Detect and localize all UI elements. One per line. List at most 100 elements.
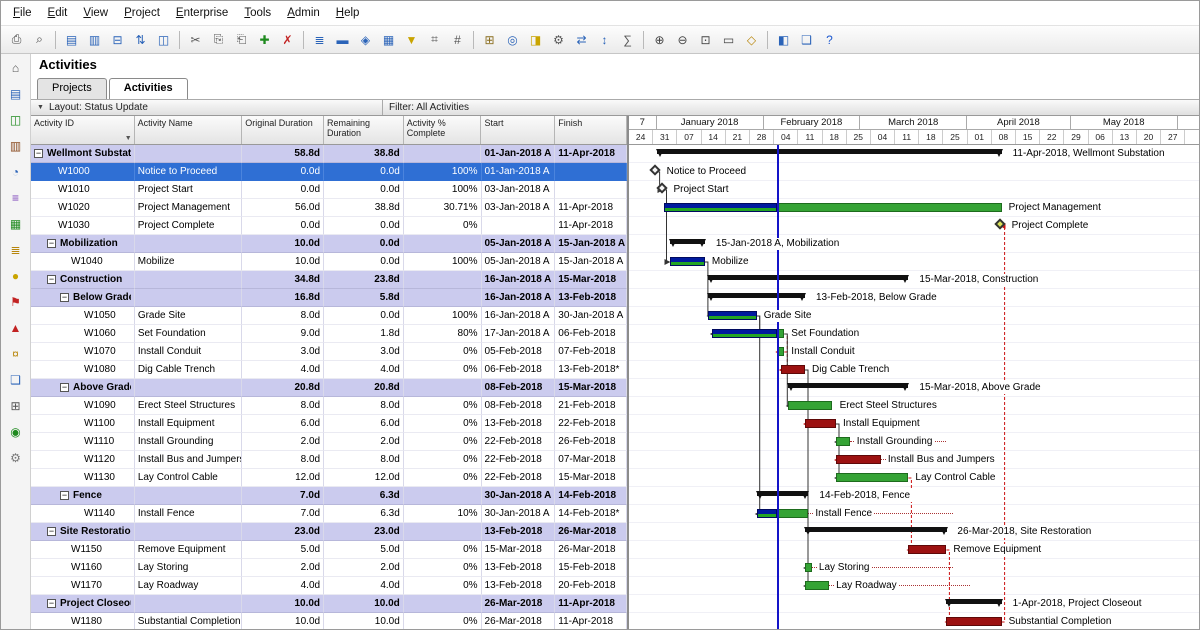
timescale-month[interactable]: May 2018 [1071, 116, 1178, 129]
timescale-week[interactable]: 21 [726, 130, 750, 144]
menu-edit[interactable]: Edit [47, 7, 68, 19]
menu-project[interactable]: Project [124, 7, 160, 19]
table-view-icon[interactable]: ▦ [382, 32, 395, 47]
resources-icon[interactable]: ◫ [9, 113, 22, 127]
gantt-task-bar[interactable] [805, 563, 812, 572]
diamond-icon[interactable]: ◇ [746, 32, 757, 47]
gantt-row[interactable] [629, 505, 1199, 523]
table-row[interactable]: W1120 Install Bus and Jumpers 8.0d 8.0d 0% 22… [31, 451, 627, 469]
earned-value-icon[interactable]: ∑ [623, 32, 632, 47]
gantt-row[interactable] [629, 199, 1199, 217]
cut-icon[interactable]: ✂ [190, 32, 201, 47]
menu-enterprise[interactable]: Enterprise [175, 7, 229, 19]
gantt-row[interactable] [629, 343, 1199, 361]
collapse-icon[interactable]: − [60, 292, 69, 302]
column-header-start[interactable]: Start [481, 116, 556, 144]
gantt-task-bar[interactable] [908, 545, 947, 554]
gantt-task-bar[interactable] [946, 617, 1002, 626]
group-row[interactable]: − Below Grade 16.8d 5.8d 16-Jan-2018 A 13-Feb… [31, 289, 627, 307]
activities-icon[interactable]: ▦ [9, 217, 22, 231]
filter-icon[interactable]: ▼ [405, 32, 418, 47]
timescale-week[interactable]: 11 [798, 130, 823, 144]
gantt-row[interactable] [629, 577, 1199, 595]
gantt-row[interactable] [629, 397, 1199, 415]
reports-icon[interactable]: ▥ [9, 139, 22, 153]
menu-help[interactable]: Help [335, 7, 360, 19]
timescale-month[interactable]: 7 [629, 116, 657, 129]
gantt-row[interactable] [629, 163, 1199, 181]
assignments-icon[interactable]: ≣ [10, 243, 21, 257]
table-row[interactable]: W1030 Project Complete 0.0d 0.0d 0% 11-Apr-20… [31, 217, 627, 235]
table-row[interactable]: W1020 Project Management 56.0d 38.8d 30.71% 0… [31, 199, 627, 217]
number-format-icon[interactable]: # [454, 32, 461, 47]
timescale-week[interactable]: 22 [1040, 130, 1065, 144]
timescale-month[interactable]: February 2018 [764, 116, 861, 129]
settings-icon[interactable]: ⚙ [10, 451, 21, 465]
calendar-icon[interactable]: ⊞ [484, 32, 495, 47]
table-row[interactable]: W1140 Install Fence 7.0d 6.3d 10% 30-Jan-2018… [31, 505, 627, 523]
collapse-icon[interactable]: − [47, 238, 56, 248]
table-row[interactable]: W1160 Lay Storing 2.0d 2.0d 0% 13-Feb-2018 15-… [31, 559, 627, 577]
table-row[interactable]: W1090 Erect Steel Structures 8.0d 8.0d 0% 08-… [31, 397, 627, 415]
timescale-week[interactable]: 28 [750, 130, 775, 144]
collapse-icon[interactable]: − [60, 490, 69, 500]
filter-selector[interactable]: Filter: All Activities [383, 100, 1199, 115]
gantt-summary-bar[interactable] [669, 239, 706, 248]
gantt-task-bar[interactable] [663, 203, 1002, 212]
table-row[interactable]: W1110 Install Grounding 2.0d 2.0d 0% 22-Feb-2… [31, 433, 627, 451]
gantt-row[interactable] [629, 325, 1199, 343]
paste-icon[interactable]: ⎗ [236, 32, 247, 46]
timescale-week[interactable]: 07 [677, 130, 702, 144]
sort-icon[interactable]: ⇅ [135, 32, 146, 47]
gantt-row[interactable] [629, 271, 1199, 289]
timescale-icon[interactable]: ⌗ [431, 32, 438, 46]
gantt-task-bar[interactable] [787, 401, 833, 410]
zoom-fit-icon[interactable]: ⊡ [700, 32, 711, 47]
timescale-week[interactable]: 08 [992, 130, 1016, 144]
collapse-icon[interactable]: − [60, 382, 69, 392]
monitor-icon[interactable]: ▭ [722, 32, 735, 47]
table-row[interactable]: W1150 Remove Equipment 5.0d 5.0d 0% 15-Mar-20… [31, 541, 627, 559]
timescale-months[interactable]: 7 January 2018 February 2018 March 2018 Apri… [629, 116, 1199, 130]
gantt-summary-bar[interactable] [707, 275, 910, 284]
gantt-task-bar[interactable] [670, 257, 705, 266]
tracking-icon[interactable]: ◔ [11, 165, 20, 179]
table-row[interactable]: W1010 Project Start 0.0d 0.0d 100% 03-Jan-201… [31, 181, 627, 199]
risks-icon[interactable]: ▲ [9, 321, 22, 335]
table-row[interactable]: W1060 Set Foundation 9.0d 1.8d 80% 17-Jan-201… [31, 325, 627, 343]
timescale-week[interactable]: 04 [871, 130, 896, 144]
layout-selector[interactable]: ▼ Layout: Status Update [31, 100, 383, 115]
table-row[interactable]: W1080 Dig Cable Trench 4.0d 4.0d 0% 06-Feb-20… [31, 361, 627, 379]
collapse-icon[interactable]: − [47, 598, 56, 608]
issues-icon[interactable]: ● [11, 269, 20, 283]
link-icon[interactable]: ⇄ [576, 32, 587, 47]
timescale-week[interactable]: 15 [1016, 130, 1041, 144]
table-row[interactable]: W1170 Lay Roadway 4.0d 4.0d 0% 13-Feb-2018 20-… [31, 577, 627, 595]
timescale-week[interactable]: 18 [919, 130, 944, 144]
timescale-month[interactable]: January 2018 [657, 116, 764, 129]
timescale-week[interactable]: 25 [847, 130, 871, 144]
gantt-row[interactable] [629, 361, 1199, 379]
expenses-icon[interactable]: ¤ [12, 347, 19, 361]
calendars-icon[interactable]: ⊞ [10, 399, 21, 413]
schedule-icon[interactable]: ⚙ [553, 32, 564, 47]
column-header-orig[interactable]: Original Duration [242, 116, 324, 144]
timescale-week[interactable]: 29 [1064, 130, 1089, 144]
roles-icon[interactable]: ◉ [10, 425, 21, 439]
column-header-name[interactable]: Activity Name [135, 116, 243, 144]
column-header-id[interactable]: Activity ID ▼ [31, 116, 135, 144]
timescale-week[interactable]: 11 [895, 130, 920, 144]
tab-activities[interactable]: Activities [108, 78, 188, 99]
collapse-icon[interactable]: − [34, 148, 43, 158]
gantt-task-bar[interactable] [805, 419, 836, 428]
collapse-icon[interactable]: − [47, 526, 56, 536]
timescale-week[interactable]: 31 [653, 130, 678, 144]
documents-icon[interactable]: ❑ [10, 373, 21, 387]
level-resources-icon[interactable]: ↕ [601, 32, 608, 47]
group-row[interactable]: − Site Restoration 23.0d 23.0d 13-Feb-2018 26… [31, 523, 627, 541]
gantt-row[interactable] [629, 235, 1199, 253]
menu-admin[interactable]: Admin [287, 7, 320, 19]
table-row[interactable]: W1070 Install Conduit 3.0d 3.0d 0% 05-Feb-201… [31, 343, 627, 361]
gantt-timescale[interactable]: 7 January 2018 February 2018 March 2018 Apri… [629, 116, 1199, 145]
